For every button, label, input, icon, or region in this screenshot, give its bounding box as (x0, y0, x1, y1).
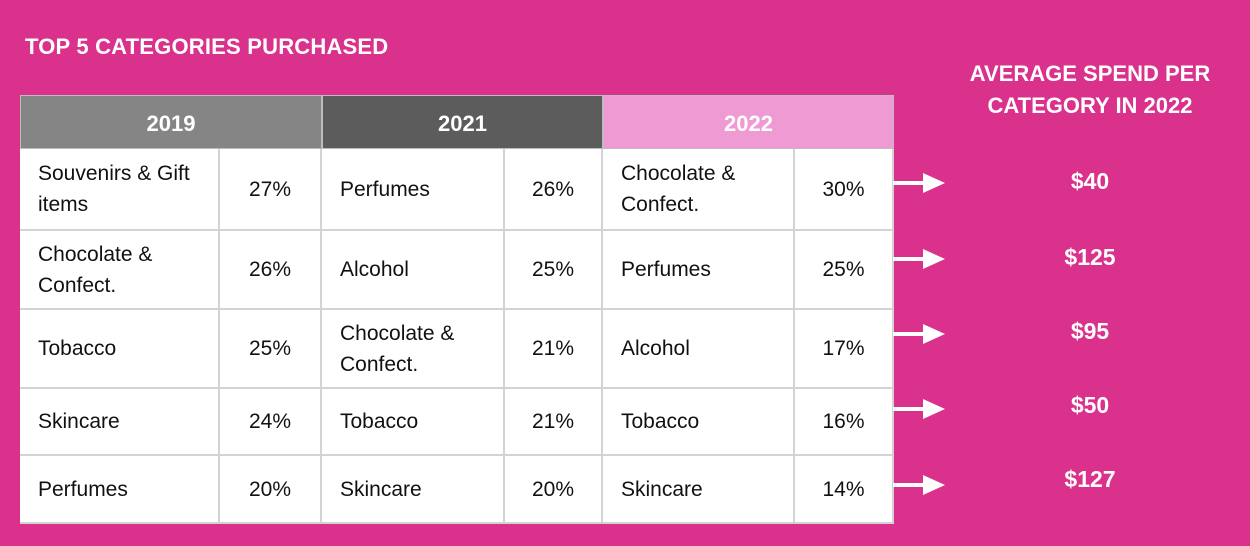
average-spend-value: $50 (1070, 392, 1110, 418)
share-value: 25% (248, 337, 292, 360)
average-spend-value: $127 (1064, 466, 1116, 492)
average-spend-title-line1: AVERAGE SPEND PER (969, 61, 1211, 86)
year-header-2022: 2022 (603, 95, 894, 149)
category-cell-2022: Perfumes (603, 231, 795, 310)
category-name: Chocolate & Confect. (621, 162, 736, 216)
share-value: 20% (248, 477, 292, 501)
share-cell-2022: 14% (795, 456, 894, 524)
category-cell-2019: Tobacco (20, 310, 220, 389)
arrow-icon (893, 324, 945, 344)
share-cell-2021: 25% (505, 231, 603, 310)
share-cell-2022: 25% (795, 231, 894, 310)
share-cell-2019: 27% (220, 149, 322, 231)
share-value: 25% (531, 258, 575, 281)
average-spend-title: AVERAGE SPEND PER CATEGORY IN 2022 (935, 58, 1245, 122)
chart-title: TOP 5 CATEGORIES PURCHASED (25, 34, 389, 59)
category-name: Skincare (38, 410, 120, 433)
category-cell-2021: Chocolate & Confect. (322, 310, 505, 389)
category-cell-2022: Alcohol (603, 310, 795, 389)
category-name: Perfumes (340, 177, 430, 201)
share-value: 26% (531, 177, 575, 201)
category-cell-2019: Souvenirs & Gift items (20, 149, 220, 231)
average-spend-value: $125 (1064, 244, 1116, 270)
category-cell-2021: Skincare (322, 456, 505, 524)
share-cell-2021: 20% (505, 456, 603, 524)
category-cell-2021: Tobacco (322, 389, 505, 456)
category-name: Tobacco (38, 337, 117, 360)
share-cell-2021: 21% (505, 310, 603, 389)
arrow-icon (893, 173, 945, 193)
arrow-icon (893, 475, 945, 495)
category-name: Alcohol (340, 258, 409, 281)
category-name: Skincare (340, 477, 422, 501)
arrow-icon (893, 399, 945, 419)
share-value: 14% (822, 477, 865, 501)
share-value: 16% (822, 410, 865, 433)
category-cell-2021: Alcohol (322, 231, 505, 310)
category-name: Souvenirs & Gift items (38, 162, 190, 216)
average-spend-value: $95 (1070, 318, 1110, 344)
share-value: 26% (248, 258, 292, 281)
category-name: Perfumes (38, 477, 128, 501)
year-header-2021: 2021 (322, 95, 603, 149)
category-cell-2022: Skincare (603, 456, 795, 524)
year-header-2019: 2019 (20, 95, 322, 149)
share-cell-2022: 16% (795, 389, 894, 456)
category-name: Tobacco (621, 410, 700, 433)
category-cell-2019: Chocolate & Confect. (20, 231, 220, 310)
average-spend-value: $40 (1070, 168, 1110, 194)
arrow-icon (893, 249, 945, 269)
category-name: Perfumes (621, 258, 711, 281)
category-name: Tobacco (340, 410, 419, 433)
category-name: Alcohol (621, 337, 690, 360)
category-name: Chocolate & Confect. (340, 321, 455, 376)
category-name: Skincare (621, 477, 703, 501)
share-cell-2019: 20% (220, 456, 322, 524)
category-cell-2022: Chocolate & Confect. (603, 149, 795, 231)
category-cell-2022: Tobacco (603, 389, 795, 456)
share-value: 30% (822, 177, 865, 201)
share-cell-2022: 30% (795, 149, 894, 231)
share-cell-2019: 24% (220, 389, 322, 456)
categories-table: 2019 2021 2022 Souvenirs & Gift items 27%… (20, 95, 894, 524)
share-value: 17% (822, 337, 865, 360)
share-value: 21% (531, 337, 575, 360)
category-cell-2021: Perfumes (322, 149, 505, 231)
share-cell-2021: 21% (505, 389, 603, 456)
share-value: 25% (822, 258, 865, 281)
share-value: 24% (248, 410, 292, 433)
share-value: 27% (248, 177, 292, 201)
share-value: 20% (531, 477, 575, 501)
share-value: 21% (531, 410, 575, 433)
share-cell-2019: 26% (220, 231, 322, 310)
average-spend-title-line2: CATEGORY IN 2022 (987, 93, 1193, 118)
category-name: Chocolate & Confect. (38, 242, 153, 297)
category-cell-2019: Skincare (20, 389, 220, 456)
category-cell-2019: Perfumes (20, 456, 220, 524)
share-cell-2022: 17% (795, 310, 894, 389)
share-cell-2021: 26% (505, 149, 603, 231)
share-cell-2019: 25% (220, 310, 322, 389)
